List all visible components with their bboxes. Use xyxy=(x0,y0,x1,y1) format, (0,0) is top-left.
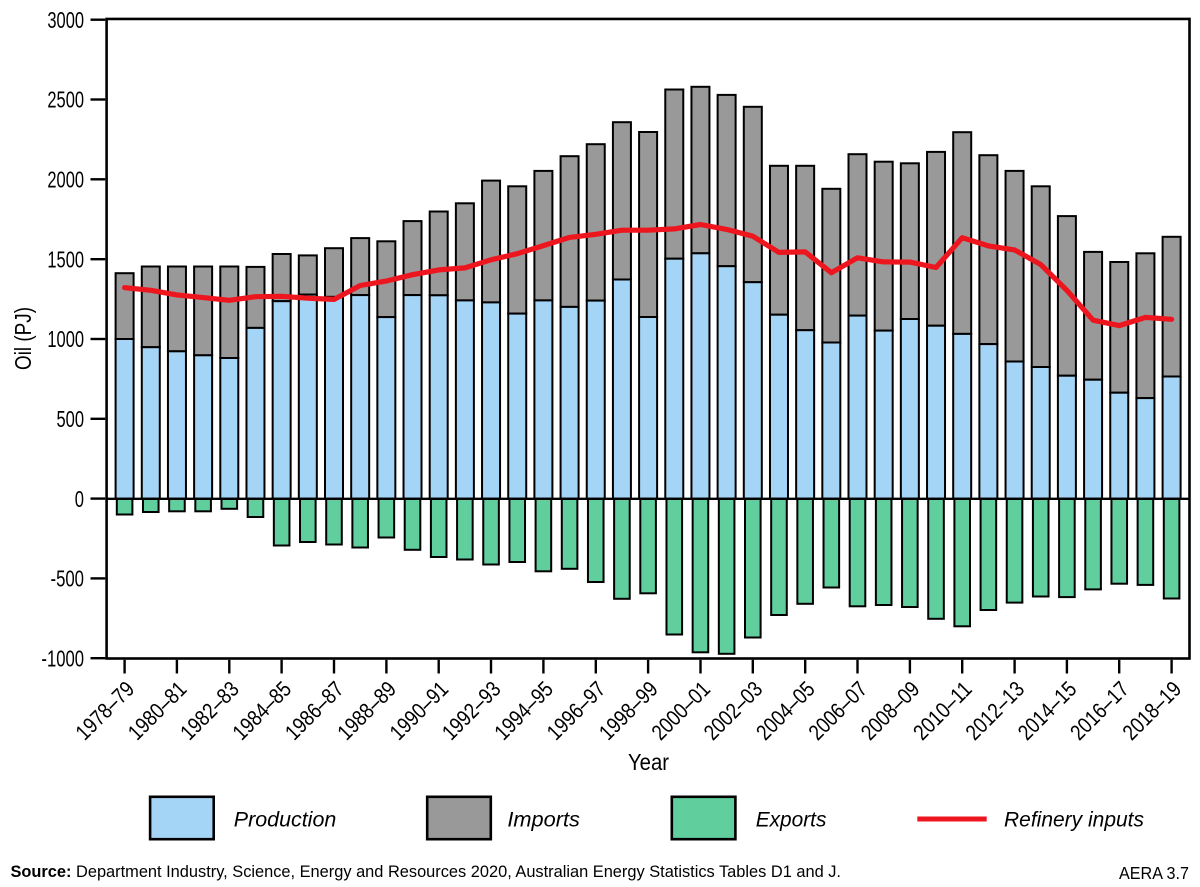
svg-text:500: 500 xyxy=(57,406,85,432)
svg-text:0: 0 xyxy=(75,486,84,512)
svg-text:Imports: Imports xyxy=(507,809,580,832)
svg-text:2500: 2500 xyxy=(47,87,84,113)
svg-text:-1000: -1000 xyxy=(41,645,84,671)
svg-text:1000: 1000 xyxy=(47,326,84,352)
svg-text:Source: Department Industry, S: Source: Department Industry, Science, En… xyxy=(11,862,841,881)
svg-text:Production: Production xyxy=(234,809,336,832)
svg-text:2000: 2000 xyxy=(47,166,84,192)
svg-text:Refinery inputs: Refinery inputs xyxy=(1004,809,1144,832)
svg-text:AERA 3.7: AERA 3.7 xyxy=(1119,863,1189,883)
svg-text:-500: -500 xyxy=(51,566,85,592)
svg-text:Oil (PJ): Oil (PJ) xyxy=(10,307,36,370)
svg-text:1500: 1500 xyxy=(47,246,84,272)
svg-text:3000: 3000 xyxy=(47,7,84,33)
svg-text:Exports: Exports xyxy=(756,809,827,832)
svg-text:Year: Year xyxy=(628,749,669,775)
